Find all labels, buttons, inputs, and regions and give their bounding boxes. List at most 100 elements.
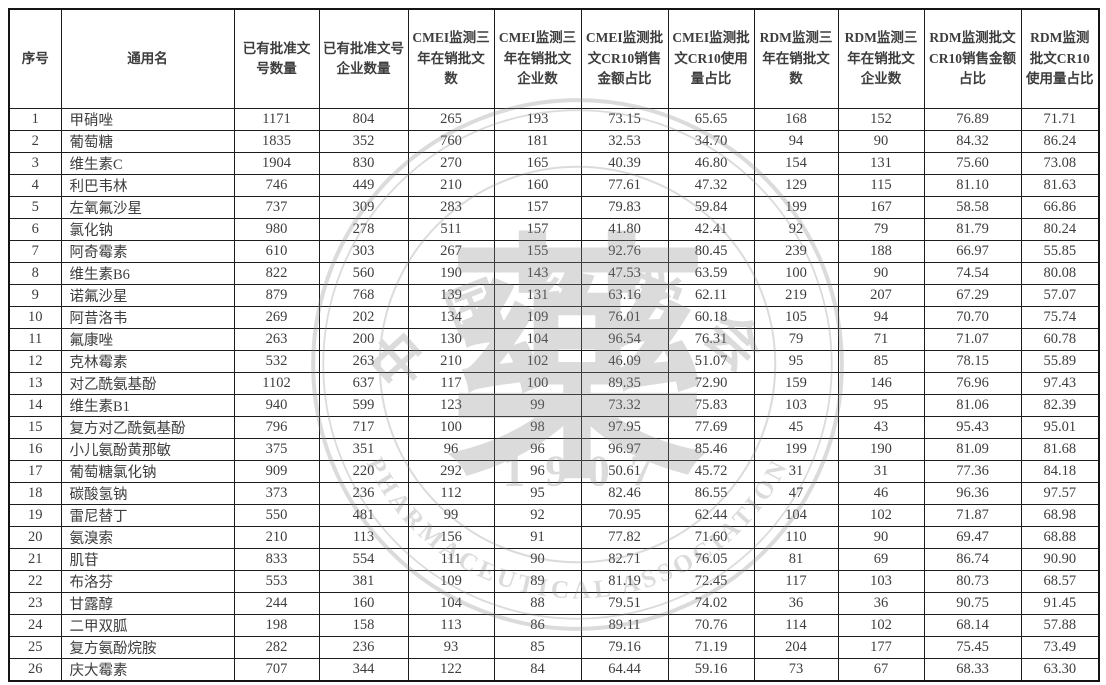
value-cell: 303	[318, 239, 409, 263]
value-cell: 160	[493, 173, 582, 197]
value-cell: 796	[233, 415, 320, 439]
row-index-cell: 11	[8, 327, 62, 351]
value-cell: 59.84	[667, 195, 755, 219]
value-cell: 768	[318, 283, 409, 307]
table-row: 25 复方氨酚烷胺 282 236 93 85 79.16 71.19 204 177 75.45 7…	[8, 635, 1100, 659]
value-cell: 102	[493, 349, 582, 373]
table-row: 23 甘露醇 244 160 104 88 79.51 74.02 36 36 90.75 91.45	[8, 591, 1100, 615]
value-cell: 481	[318, 503, 409, 527]
value-cell: 85.46	[667, 437, 755, 461]
value-cell: 267	[407, 239, 495, 263]
value-cell: 155	[493, 239, 582, 263]
value-cell: 103	[837, 569, 925, 593]
drug-name-cell: 肌苷	[60, 547, 235, 571]
table-row: 20 氨溴索 210 113 156 91 77.82 71.60 110 90 69.47 68.8…	[8, 525, 1100, 549]
column-header-0: 序号	[8, 8, 62, 109]
value-cell: 746	[233, 173, 320, 197]
value-cell: 68.33	[923, 657, 1022, 681]
drug-name-cell: 甲硝唑	[60, 107, 235, 131]
row-index-cell: 21	[8, 547, 62, 571]
value-cell: 134	[407, 305, 495, 329]
value-cell: 199	[753, 437, 839, 461]
value-cell: 62.44	[667, 503, 755, 527]
value-cell: 381	[318, 569, 409, 593]
row-index-cell: 4	[8, 173, 62, 197]
drug-name-cell: 雷尼替丁	[60, 503, 235, 527]
value-cell: 909	[233, 459, 320, 483]
value-cell: 72.45	[667, 569, 755, 593]
value-cell: 40.39	[580, 151, 669, 175]
value-cell: 96	[407, 437, 495, 461]
column-header-10: RDM监测批文CR10销售金额占比	[923, 8, 1022, 109]
value-cell: 269	[233, 305, 320, 329]
value-cell: 72.90	[667, 371, 755, 395]
drug-name-cell: 小儿氨酚黄那敏	[60, 437, 235, 461]
row-index-cell: 10	[8, 305, 62, 329]
value-cell: 51.07	[667, 349, 755, 373]
value-cell: 84.18	[1020, 459, 1100, 483]
value-cell: 85	[837, 349, 925, 373]
value-cell: 95	[753, 349, 839, 373]
value-cell: 67.29	[923, 283, 1022, 307]
value-cell: 157	[493, 195, 582, 219]
value-cell: 36	[837, 591, 925, 615]
drug-name-cell: 二甲双胍	[60, 613, 235, 637]
value-cell: 65.65	[667, 107, 755, 131]
value-cell: 55.89	[1020, 349, 1100, 373]
value-cell: 283	[407, 195, 495, 219]
value-cell: 31	[753, 459, 839, 483]
value-cell: 210	[407, 349, 495, 373]
row-index-cell: 16	[8, 437, 62, 461]
value-cell: 707	[233, 657, 320, 681]
value-cell: 71	[837, 327, 925, 351]
value-cell: 47	[753, 481, 839, 505]
value-cell: 41.80	[580, 217, 669, 241]
value-cell: 99	[493, 393, 582, 417]
value-cell: 81.10	[923, 173, 1022, 197]
value-cell: 344	[318, 657, 409, 681]
column-header-6: CMEI监测批文CR10销售金额占比	[580, 8, 669, 109]
value-cell: 375	[233, 437, 320, 461]
row-index-cell: 3	[8, 151, 62, 175]
value-cell: 822	[233, 261, 320, 285]
column-header-1: 通用名	[60, 8, 235, 109]
value-cell: 76.31	[667, 327, 755, 351]
value-cell: 99	[407, 503, 495, 527]
value-cell: 85	[493, 635, 582, 659]
value-cell: 97.43	[1020, 371, 1100, 395]
value-cell: 90.90	[1020, 547, 1100, 571]
value-cell: 117	[753, 569, 839, 593]
value-cell: 42.41	[667, 217, 755, 241]
table-row: 6 氯化钠 980 278 511 157 41.80 42.41 92 79 81.79 80.24	[8, 217, 1100, 241]
table-row: 5 左氧氟沙星 737 309 283 157 79.83 59.84 199 167 58.58 6…	[8, 195, 1100, 219]
value-cell: 77.61	[580, 173, 669, 197]
value-cell: 373	[233, 481, 320, 505]
value-cell: 89.11	[580, 613, 669, 637]
table-row: 12 克林霉素 532 263 210 102 46.09 51.07 95 85 78.15 55.…	[8, 349, 1100, 373]
value-cell: 207	[837, 283, 925, 307]
drug-name-cell: 庆大霉素	[60, 657, 235, 681]
drug-name-cell: 葡萄糖	[60, 129, 235, 153]
value-cell: 57.07	[1020, 283, 1100, 307]
row-index-cell: 25	[8, 635, 62, 659]
value-cell: 804	[318, 107, 409, 131]
value-cell: 90	[493, 547, 582, 571]
value-cell: 122	[407, 657, 495, 681]
value-cell: 219	[753, 283, 839, 307]
value-cell: 86.55	[667, 481, 755, 505]
value-cell: 114	[753, 613, 839, 637]
value-cell: 80.24	[1020, 217, 1100, 241]
value-cell: 92.76	[580, 239, 669, 263]
value-cell: 113	[318, 525, 409, 549]
value-cell: 879	[233, 283, 320, 307]
value-cell: 47.53	[580, 261, 669, 285]
value-cell: 77.36	[923, 459, 1022, 483]
value-cell: 309	[318, 195, 409, 219]
table-row: 1 甲硝唑 1171 804 265 193 73.15 65.65 168 152 76.89 71…	[8, 107, 1100, 131]
column-header-2: 已有批准文号数量	[233, 8, 320, 109]
value-cell: 109	[493, 305, 582, 329]
table-row: 18 碳酸氢钠 373 236 112 95 82.46 86.55 47 46 96.36 97.5…	[8, 481, 1100, 505]
value-cell: 511	[407, 217, 495, 241]
value-cell: 34.70	[667, 129, 755, 153]
